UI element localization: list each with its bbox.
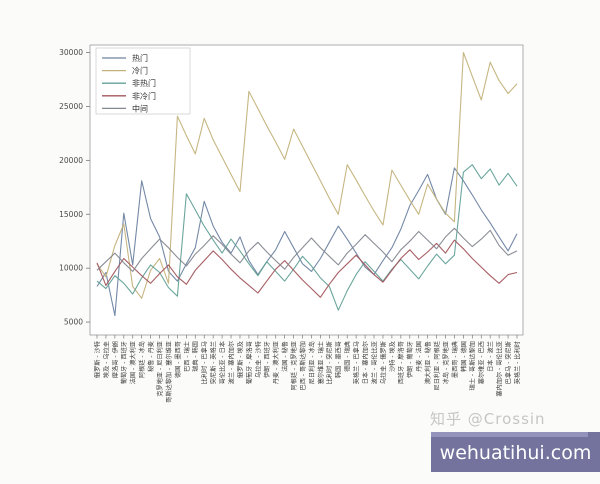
- x-tick-label: 比利时 - 巴拿马: [201, 341, 209, 384]
- series-line-3: [96, 239, 518, 298]
- x-tick-label: 伊朗 - 葡萄牙: [406, 341, 414, 378]
- x-tick-label: 冰岛 - 克罗地亚: [442, 341, 450, 384]
- legend-label-2: 非热门: [132, 78, 156, 88]
- x-tick-label: 阿根廷 - 冰岛: [138, 341, 146, 378]
- x-tick-label: 塞尔维亚 - 巴西: [478, 341, 486, 384]
- x-tick-label: 哥伦比亚 - 日本: [219, 341, 227, 384]
- x-tick-label: 英格兰 - 巴拿马: [353, 341, 361, 384]
- x-tick-label: 巴西 - 哥斯达黎加: [299, 341, 307, 390]
- x-tick-label: 克罗地亚 - 尼日利亚: [156, 341, 164, 397]
- x-tick-label: 哥斯达黎加 - 塞尔维亚: [165, 341, 173, 403]
- x-tick-label: 巴西 - 瑞士: [183, 341, 191, 372]
- x-tick-label: 瑞典 - 韩国: [192, 341, 200, 372]
- x-tick-label: 瑞士 - 哥斯达黎加: [469, 341, 477, 390]
- x-tick-label: 乌拉圭 - 俄罗斯: [379, 341, 387, 384]
- x-tick-label: 英格兰 - 比利时: [513, 341, 521, 384]
- x-tick-label: 沙特 - 埃及: [388, 341, 396, 372]
- y-tick-label: 25000: [59, 102, 83, 111]
- x-tick-label: 澳大利亚 - 秘鲁: [424, 341, 432, 384]
- x-tick-label: 韩国 - 德国: [460, 341, 468, 372]
- x-tick-label: 法国 - 秘鲁: [281, 341, 289, 372]
- x-tick-label: 比利时 - 突尼斯: [326, 341, 334, 384]
- y-tick-label: 20000: [59, 156, 83, 165]
- x-tick-label: 尼日利亚 - 阿根廷: [433, 341, 441, 390]
- x-tick-label: 德国 - 瑞典: [344, 341, 352, 372]
- x-tick-label: 波兰 - 塞内加尔: [227, 341, 235, 384]
- x-tick-label: 俄罗斯 - 沙特: [93, 341, 101, 378]
- x-tick-label: 尼日利亚 - 冰岛: [308, 341, 316, 384]
- legend-label-4: 中间: [132, 103, 148, 113]
- series-line-1: [96, 51, 518, 299]
- x-tick-label: 伊朗 - 西班牙: [263, 341, 271, 378]
- x-tick-label: 巴拿马 - 突尼斯: [504, 341, 512, 384]
- y-tick-label: 15000: [59, 210, 83, 219]
- x-tick-label: 阿根廷 - 克罗地亚: [290, 341, 298, 390]
- x-tick-label: 摩洛哥 - 伊朗: [111, 341, 119, 378]
- site-badge: wehuatihui.com: [431, 432, 600, 472]
- x-tick-label: 日本 - 波兰: [487, 341, 495, 372]
- x-tick-label: 韩国 - 墨西哥: [335, 341, 343, 378]
- legend-label-1: 冷门: [132, 66, 148, 76]
- legend-label-0: 热门: [132, 53, 148, 63]
- x-tick-label: 突尼斯 - 英格兰: [210, 341, 218, 384]
- x-tick-label: 德国 - 墨西哥: [174, 341, 182, 378]
- legend-box: [95, 47, 191, 115]
- y-tick-label: 30000: [59, 48, 83, 57]
- series-line-4: [96, 227, 518, 272]
- x-tick-label: 丹麦 - 法国: [415, 341, 423, 372]
- x-tick-label: 乌拉圭 - 沙特: [254, 341, 262, 378]
- x-tick-label: 法国 - 澳大利亚: [129, 341, 137, 384]
- x-tick-label: 葡萄牙 - 摩洛哥: [245, 341, 253, 384]
- x-tick-label: 塞尔维亚 - 瑞士: [317, 341, 325, 384]
- y-tick-label: 5000: [64, 318, 83, 327]
- x-tick-label: 埃及 - 乌拉圭: [102, 341, 110, 378]
- site-badge-text: wehuatihui.com: [439, 442, 592, 464]
- x-tick-label: 西班牙 - 摩洛哥: [397, 341, 405, 384]
- x-tick-label: 塞内加尔 - 哥伦比亚: [496, 341, 504, 397]
- x-tick-label: 秘鲁 - 丹麦: [147, 341, 155, 372]
- x-tick-label: 丹麦 - 澳大利亚: [272, 341, 280, 384]
- x-tick-label: 日本 - 塞内加尔: [361, 341, 369, 384]
- site-badge-strip: [431, 432, 588, 437]
- x-tick-label: 俄罗斯 - 埃及: [236, 341, 244, 378]
- x-tick-label: 波兰 - 哥伦比亚: [370, 341, 378, 384]
- x-tick-label: 葡萄牙 - 西班牙: [120, 341, 128, 384]
- legend-label-3: 非冷门: [132, 91, 156, 101]
- y-tick-label: 10000: [59, 264, 83, 273]
- series-line-2: [96, 164, 518, 311]
- x-tick-label: 墨西哥 - 瑞典: [451, 341, 459, 378]
